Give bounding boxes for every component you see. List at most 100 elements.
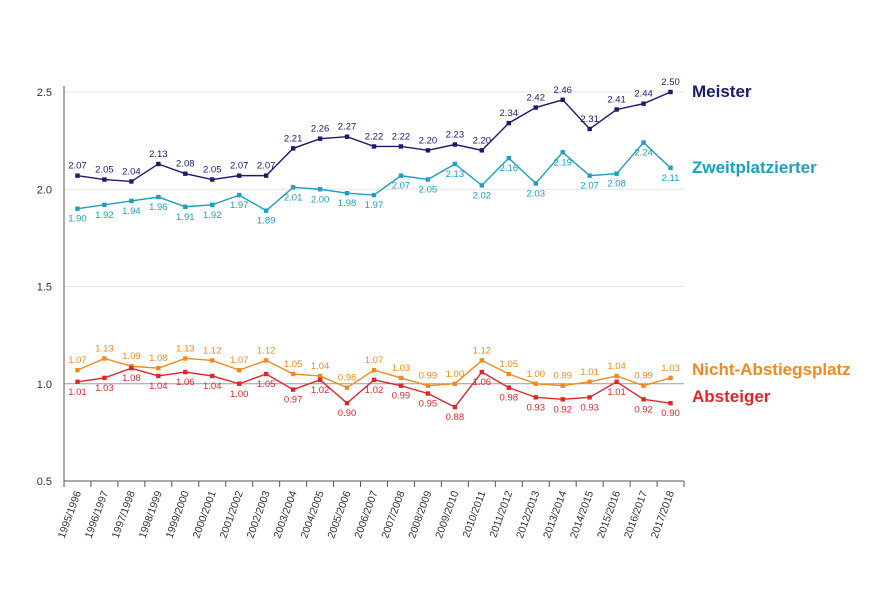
data-point xyxy=(533,181,538,186)
data-point xyxy=(425,148,431,153)
data-label: 0.93 xyxy=(580,402,599,413)
data-point xyxy=(263,173,269,178)
data-label: 1.00 xyxy=(230,389,249,400)
y-tick-label-2-5: 2.5 xyxy=(37,87,52,99)
data-point xyxy=(290,185,296,190)
data-point xyxy=(587,173,592,178)
data-point xyxy=(210,177,215,182)
data-label: 2.07 xyxy=(580,181,599,192)
data-label: 1.08 xyxy=(149,353,168,364)
data-point xyxy=(317,187,323,192)
data-point xyxy=(398,383,404,388)
data-label: 2.13 xyxy=(446,169,465,180)
data-label: 2.02 xyxy=(473,190,492,201)
data-point xyxy=(587,126,592,132)
x-tick-label: 2005/2006 xyxy=(325,489,353,540)
data-point xyxy=(183,171,188,176)
data-point xyxy=(506,385,511,390)
data-label: 2.05 xyxy=(95,165,114,176)
data-point xyxy=(317,136,323,141)
data-point xyxy=(183,356,188,361)
x-tick-label: 2004/2005 xyxy=(298,489,326,540)
data-point xyxy=(75,173,80,178)
data-point xyxy=(641,383,646,388)
data-label: 0.99 xyxy=(553,371,572,382)
data-point xyxy=(641,140,646,145)
data-label: 2.05 xyxy=(203,165,222,176)
data-point xyxy=(425,177,431,182)
data-label: 2.24 xyxy=(634,148,653,159)
data-point xyxy=(183,204,188,209)
data-point xyxy=(668,165,673,171)
data-label: 2.42 xyxy=(526,93,545,104)
data-label: 2.22 xyxy=(392,131,411,142)
data-point xyxy=(641,101,646,106)
data-label: 2.07 xyxy=(257,161,276,172)
data-point xyxy=(479,148,485,153)
data-label: 1.98 xyxy=(338,198,357,209)
data-label: 1.08 xyxy=(122,373,141,384)
data-label: 1.07 xyxy=(68,355,87,366)
data-point xyxy=(668,375,673,381)
data-label: 0.97 xyxy=(284,395,303,406)
data-label: 2.07 xyxy=(392,181,411,192)
data-label: 0.99 xyxy=(419,371,438,382)
data-label: 1.91 xyxy=(176,212,195,223)
data-point xyxy=(533,105,538,110)
data-point xyxy=(102,177,107,182)
data-label: 1.05 xyxy=(500,359,519,370)
data-point xyxy=(290,146,296,151)
y-tick-label-2-0: 2.0 xyxy=(37,184,52,196)
x-tick-labels: 1995/19961996/19971997/19981998/19991999… xyxy=(56,489,677,540)
x-tick-label: 2015/2016 xyxy=(595,489,623,540)
data-point xyxy=(587,395,592,400)
data-label: 1.01 xyxy=(580,367,599,378)
data-point xyxy=(75,379,80,385)
legend: Meister Zweitplatzierter Nicht-Abstiegspla… xyxy=(692,82,851,406)
data-label: 2.20 xyxy=(419,135,438,146)
data-point xyxy=(156,365,161,371)
data-label: 1.00 xyxy=(526,369,545,380)
x-tick-label: 2011/2012 xyxy=(487,489,515,539)
x-tick-label: 2012/2013 xyxy=(514,489,542,540)
data-point xyxy=(425,391,431,396)
data-label: 1.06 xyxy=(176,377,195,388)
data-label: 2.31 xyxy=(580,114,599,125)
data-point xyxy=(398,375,404,381)
data-point xyxy=(237,367,242,373)
data-label: 2.27 xyxy=(338,122,357,133)
data-point xyxy=(237,192,242,198)
data-label: 2.34 xyxy=(500,108,519,119)
data-point xyxy=(533,395,538,400)
x-tick-label: 1997/1998 xyxy=(110,489,138,540)
x-tick-label: 2008/2009 xyxy=(406,489,434,540)
data-label: 1.04 xyxy=(607,361,626,372)
data-label: 2.11 xyxy=(662,173,680,184)
data-label: 1.12 xyxy=(203,345,222,356)
data-point xyxy=(452,404,458,410)
data-point xyxy=(102,375,107,381)
data-point xyxy=(263,371,269,377)
data-point xyxy=(210,202,215,208)
data-point xyxy=(263,358,269,363)
data-label: 1.04 xyxy=(149,381,168,392)
data-point xyxy=(183,369,188,375)
data-label: 1.01 xyxy=(607,387,626,398)
data-label: 1.06 xyxy=(473,377,492,388)
data-label: 1.02 xyxy=(365,385,384,396)
data-point xyxy=(210,373,215,379)
data-label: 1.90 xyxy=(68,214,87,225)
data-point xyxy=(614,373,619,379)
data-label: 1.03 xyxy=(95,383,114,394)
data-label: 2.03 xyxy=(526,188,545,199)
data-point xyxy=(237,381,242,386)
data-label: 1.12 xyxy=(257,345,276,356)
data-label: 1.05 xyxy=(257,379,276,390)
data-point xyxy=(560,150,565,155)
data-label: 1.04 xyxy=(311,361,330,372)
x-tick-label: 2014/2015 xyxy=(568,489,596,540)
data-point xyxy=(587,379,592,385)
data-point xyxy=(533,381,538,386)
data-label: 2.13 xyxy=(149,149,168,160)
data-label: 0.99 xyxy=(392,391,411,402)
